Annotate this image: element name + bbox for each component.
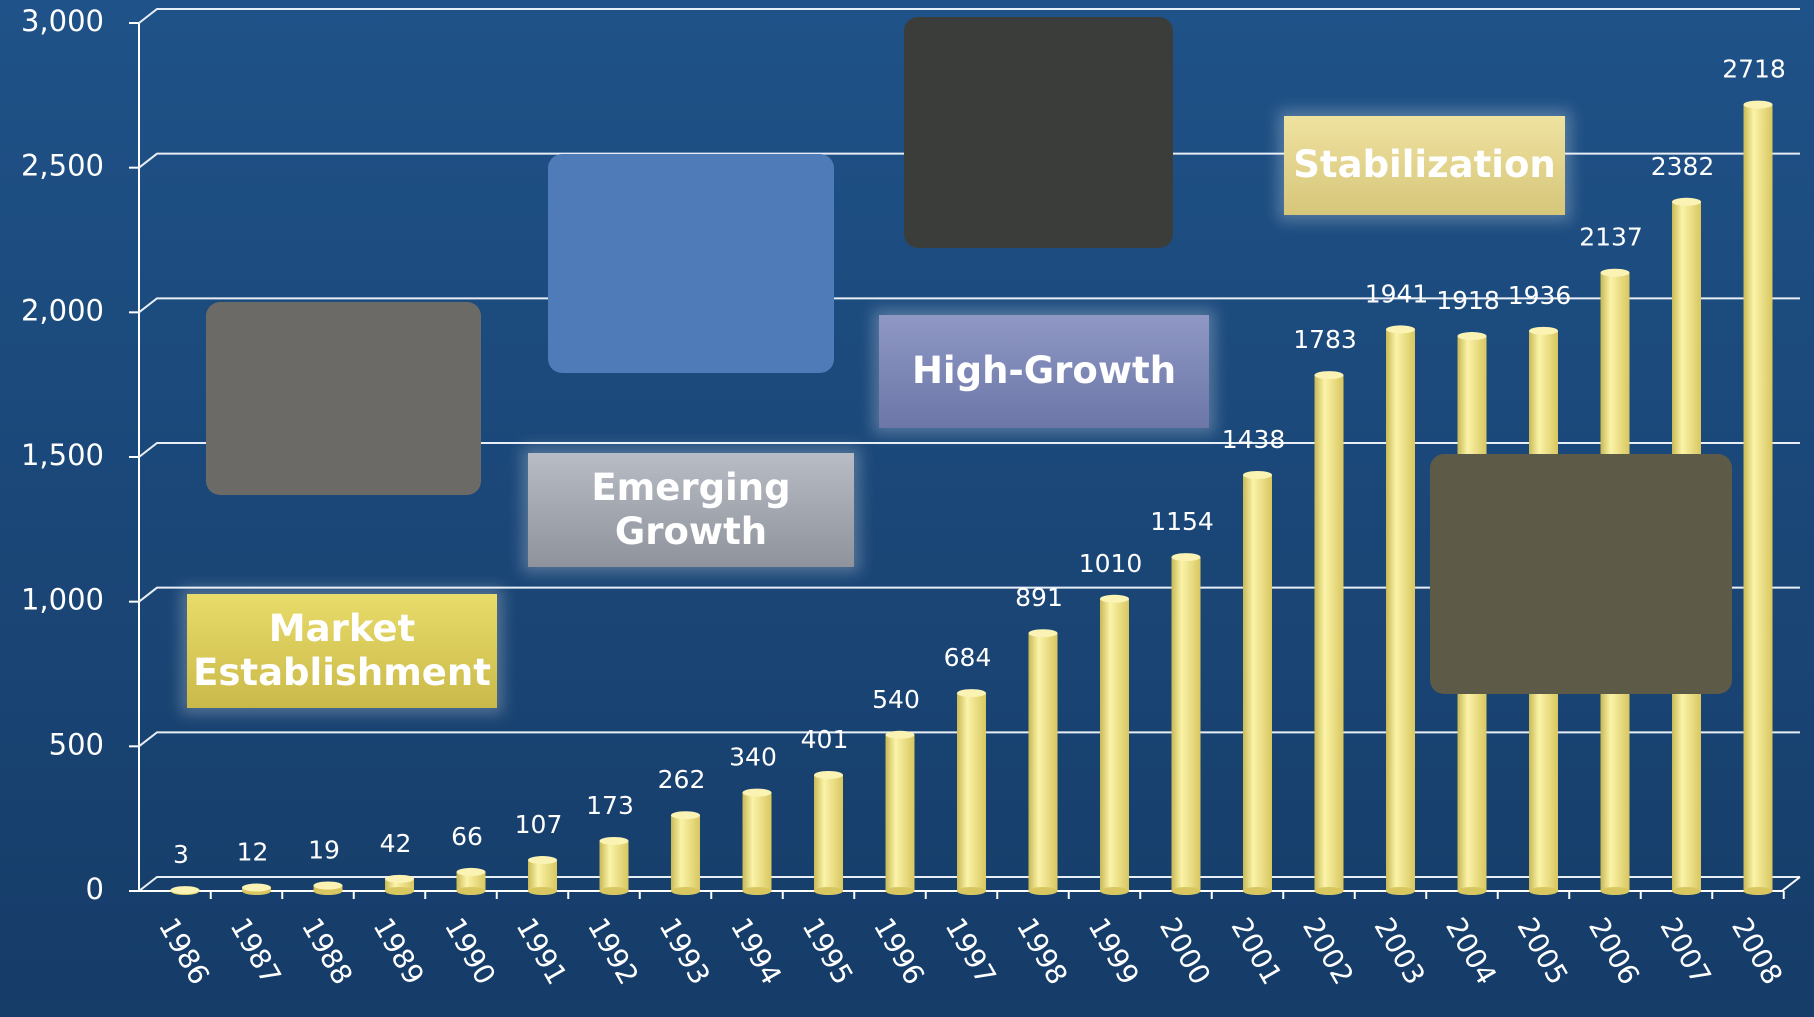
y-tick-label: 0 (86, 872, 104, 906)
bar-top (528, 856, 557, 864)
bar-base (1029, 887, 1058, 895)
bar-top (1315, 371, 1344, 379)
y-tick-label: 1,000 (21, 583, 104, 617)
photo (548, 154, 834, 373)
phase-label: Stabilization (1284, 116, 1565, 215)
bar (1315, 375, 1344, 891)
bar-top (600, 837, 629, 845)
bar (743, 793, 772, 891)
photo (904, 17, 1173, 248)
bar-base (1529, 887, 1558, 895)
bar-base (814, 887, 843, 895)
bar-base (743, 887, 772, 895)
bar (886, 735, 915, 891)
value-label: 1936 (1508, 281, 1572, 310)
value-label: 173 (586, 791, 634, 820)
bar-top (1029, 629, 1058, 637)
value-label: 1918 (1436, 286, 1500, 315)
bar-top (743, 789, 772, 797)
value-label: 2137 (1579, 223, 1643, 252)
bar-top (171, 886, 200, 894)
photo (1430, 454, 1732, 694)
value-label: 2382 (1651, 152, 1715, 181)
bar (671, 815, 700, 891)
phase-label: High-Growth (879, 315, 1209, 428)
bar-base (1386, 887, 1415, 895)
value-label: 19 (308, 836, 340, 865)
bar-base (1601, 887, 1630, 895)
bar (1029, 633, 1058, 891)
value-label: 66 (451, 822, 483, 851)
value-label: 401 (801, 725, 849, 754)
bar-top (1529, 327, 1558, 335)
photo (206, 302, 481, 495)
value-label: 2718 (1722, 55, 1786, 84)
bar (814, 775, 843, 891)
bar-top (1172, 553, 1201, 561)
value-label: 12 (237, 838, 269, 867)
bar-top (1386, 325, 1415, 333)
bar (600, 841, 629, 891)
page: {"chart_data": {"type": "bar", "categori… (0, 0, 1814, 1017)
bar-base (671, 887, 700, 895)
bar (1172, 557, 1201, 891)
bar-base (1100, 887, 1129, 895)
y-tick-label: 3,000 (21, 4, 104, 38)
bar-top (457, 868, 486, 876)
bar-top (242, 884, 271, 892)
value-label: 1783 (1293, 325, 1357, 354)
bar-top (886, 731, 915, 739)
bar-base (385, 887, 414, 895)
phase-label: Emerging Growth (528, 453, 854, 567)
value-label: 42 (380, 829, 412, 858)
value-label: 891 (1015, 583, 1063, 612)
bar (1243, 475, 1272, 891)
bar-top (1672, 198, 1701, 206)
bar-base (528, 887, 557, 895)
value-label: 107 (515, 810, 563, 839)
bar (957, 693, 986, 891)
bar-top (314, 882, 343, 890)
bar-base (1458, 887, 1487, 895)
value-label: 3 (173, 840, 189, 869)
bar-top (814, 771, 843, 779)
bar-base (457, 887, 486, 895)
bar-top (1744, 101, 1773, 109)
bar (1386, 329, 1415, 891)
y-tick-label: 2,500 (21, 149, 104, 183)
value-label: 262 (658, 765, 706, 794)
bar (1100, 599, 1129, 891)
value-label: 340 (729, 743, 777, 772)
bar (528, 860, 557, 891)
value-label: 540 (872, 685, 920, 714)
value-label: 1154 (1150, 507, 1214, 536)
phase-label: Market Establishment (187, 594, 497, 708)
value-label: 684 (944, 643, 992, 672)
bar-top (1100, 595, 1129, 603)
value-label: 1941 (1365, 279, 1429, 308)
value-label: 1010 (1079, 549, 1143, 578)
bar-base (886, 887, 915, 895)
bar-base (1172, 887, 1201, 895)
bar-base (1744, 887, 1773, 895)
bar-base (1315, 887, 1344, 895)
bar-top (957, 689, 986, 697)
bar-base (1243, 887, 1272, 895)
value-label: 1438 (1222, 425, 1286, 454)
y-tick-label: 1,500 (21, 438, 104, 472)
bar-top (1458, 332, 1487, 340)
bar-top (1243, 471, 1272, 479)
bar-top (385, 875, 414, 883)
y-tick-label: 500 (49, 727, 104, 761)
bar-base (1672, 887, 1701, 895)
bar (1744, 105, 1773, 891)
bar-base (600, 887, 629, 895)
bar-top (1601, 269, 1630, 277)
y-tick-label: 2,000 (21, 293, 104, 327)
bar-top (671, 811, 700, 819)
bar-base (957, 887, 986, 895)
